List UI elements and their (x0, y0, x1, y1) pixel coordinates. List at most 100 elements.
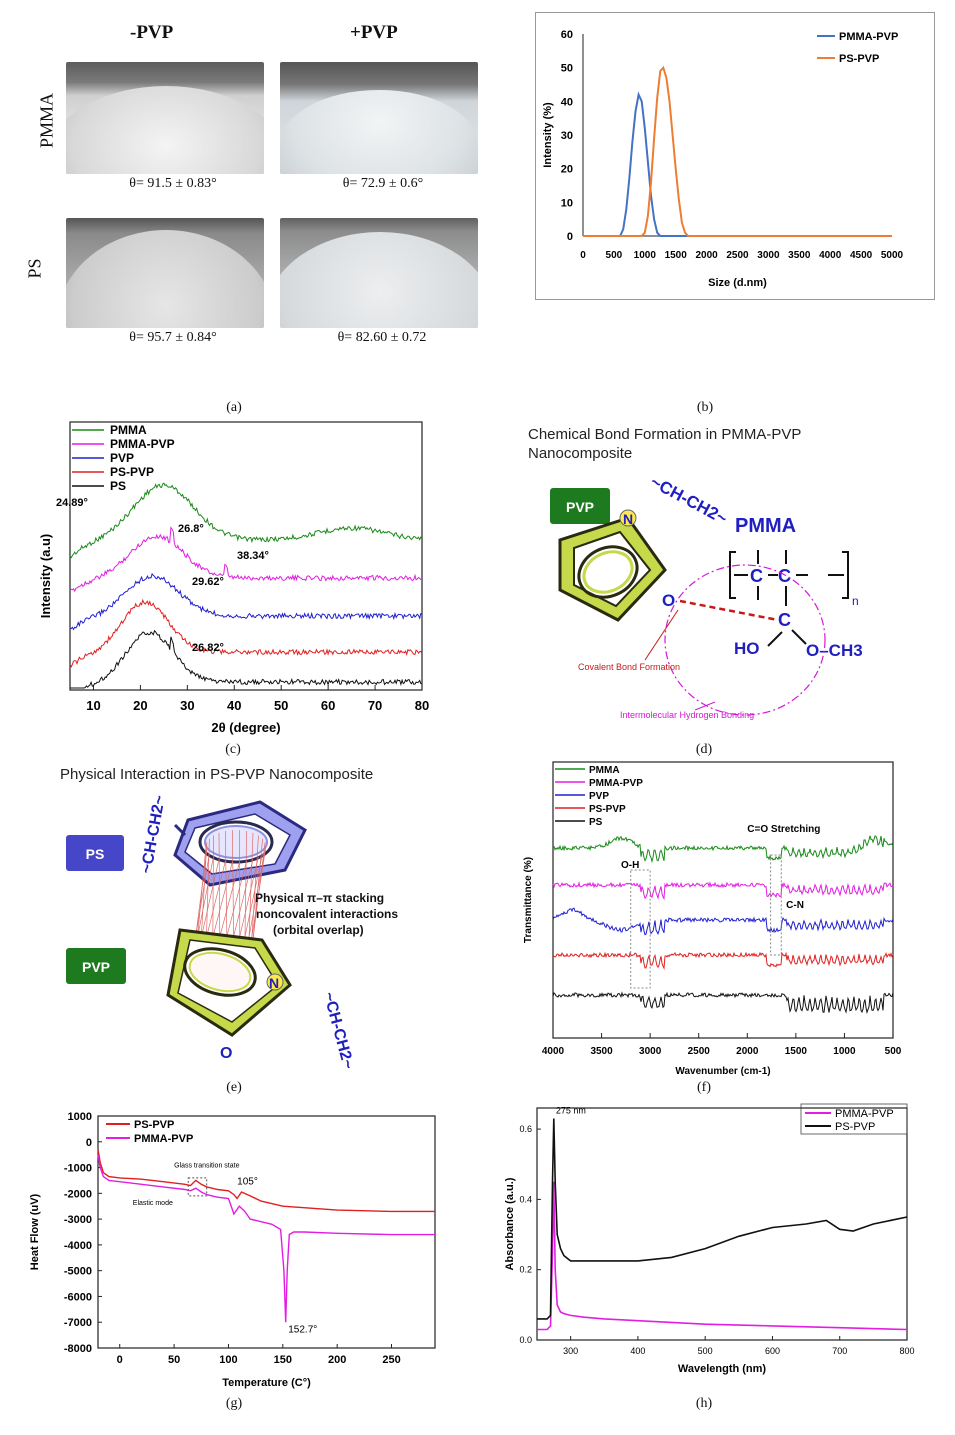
b-xtick-label: 3000 (757, 250, 780, 261)
f-series-pmma-pvp (552, 881, 893, 901)
c-series-ps (70, 629, 423, 689)
contact-angle-pmma: θ= 91.5 ± 0.83° (129, 176, 217, 191)
stacking-note-line2: noncovalent interactions (256, 907, 398, 921)
g-legend-label: PS-PVP (134, 1119, 174, 1131)
chart-c: 10 20 30 40 50 60 70 80 2θ (degree) Intensity (a.… (38, 421, 429, 735)
b-ytick-label: 20 (561, 164, 573, 176)
b-ytick-label: 40 (561, 96, 573, 108)
g-ytick-label: 1000 (68, 1111, 92, 1123)
b-ytick-label: 30 (561, 130, 573, 142)
b-legend-label: PMMA-PVP (839, 31, 898, 43)
c-peak-annotation: 38.34° (237, 550, 269, 562)
f-xtick-label: 2500 (688, 1046, 711, 1057)
g-plot-frame (97, 1115, 436, 1349)
pvp-badge-label: PVP (566, 499, 594, 515)
c-ylabel: Intensity (a.u) (38, 534, 53, 619)
f-xtick-label: 1000 (833, 1046, 856, 1057)
b-xtick-label: 1500 (665, 250, 688, 261)
f-co-label: C=O Stretching (747, 824, 820, 835)
f-xtick-label: 2000 (736, 1046, 759, 1057)
h-ylabel: Absorbance (a.u.) (504, 1177, 516, 1270)
f-xlabel: Wavenumber (cm-1) (675, 1066, 770, 1077)
g-ytick-label: -5000 (64, 1266, 92, 1278)
droplet-photo-pmma-pvp (280, 62, 478, 174)
f-ylabel: Transmittance (%) (523, 857, 534, 943)
pvp-badge (550, 488, 610, 524)
carbon-2: C (778, 566, 791, 586)
c-xtick-label: 20 (133, 698, 147, 713)
f-legend-label: PS-PVP (589, 804, 626, 815)
g-legend-label: PMMA-PVP (134, 1133, 193, 1145)
nitrogen-label-e: N (269, 975, 279, 991)
caption-a: (a) (226, 400, 242, 415)
c-legend-label: PMMA (110, 423, 147, 437)
chart-f: 4000 3500 3000 2500 2000 1500 1000 500 Wavenumbe… (523, 761, 902, 1077)
f-xtick-label: 3500 (590, 1046, 613, 1057)
oxygen-label: O (662, 591, 675, 610)
h-peak-label: 275 nm (556, 1105, 586, 1115)
h-xtick-label: 500 (698, 1346, 713, 1356)
g-ytick-label: -8000 (64, 1343, 92, 1355)
ho-label: HO (734, 639, 760, 658)
h-series-pmma-pvp (537, 1181, 908, 1331)
b-xtick-label: 4000 (819, 250, 842, 261)
f-legend-label: PMMA-PVP (589, 778, 643, 789)
h-xlabel: Wavelength (nm) (678, 1363, 767, 1375)
stacking-note-line1: Physical π–π stacking (255, 891, 384, 905)
carbon-1: C (750, 566, 763, 586)
h-plot-frame (536, 1107, 908, 1341)
panel-e-title: Physical Interaction in PS-PVP Nanocompo… (60, 766, 374, 783)
f-oh-box (630, 869, 651, 989)
b-xtick-label: 4500 (850, 250, 873, 261)
c-peak-annotation: 29.62° (192, 576, 224, 588)
c-xlabel: 2θ (degree) (211, 720, 280, 735)
f-xtick-label: 4000 (542, 1046, 565, 1057)
c-series-ps-pvp (69, 598, 423, 668)
row-label-pmma: PMMA (36, 92, 57, 149)
c-xtick-label: 40 (227, 698, 241, 713)
f-series-pvp (552, 907, 894, 936)
b-xtick-label: 0 (580, 250, 586, 261)
chart-b: 0 10 20 30 40 50 60 0 500 1000 1500 2000 2500 3000 350… (535, 12, 935, 300)
f-legend-label: PS (589, 817, 603, 828)
f-xtick-label: 500 (885, 1046, 902, 1057)
b-ytick-label: 10 (561, 197, 573, 209)
g-xtick-label: 100 (219, 1354, 237, 1366)
nitrogen-label: N (623, 511, 633, 527)
ps-badge (66, 835, 124, 871)
pvp-badge-e-label: PVP (82, 959, 110, 975)
col-header-minus-pvp: -PVP (130, 22, 174, 43)
c-legend-label: PS (110, 479, 126, 493)
chain-label-pvp-e: ~CH-CH2~ (320, 990, 357, 1071)
h-legend-label: PS-PVP (835, 1121, 875, 1133)
h-legend-box (800, 1103, 908, 1135)
f-xtick-label: 1500 (785, 1046, 808, 1057)
g-xtick-label: 150 (274, 1354, 292, 1366)
diagram-d: PVP N O ~CH-CH2~ PMMA C C (550, 472, 863, 720)
c-series-pmma (69, 482, 423, 559)
b-xlabel: Size (d.nm) (708, 277, 767, 289)
g-xlabel: Temperature (C°) (222, 1377, 311, 1389)
droplet-photo-ps-pvp (280, 218, 478, 328)
b-xtick-label: 3500 (788, 250, 811, 261)
c-peak-annotation: 24.89° (56, 497, 88, 509)
f-plot-frame (552, 761, 894, 1039)
g-xtick-label: 200 (328, 1354, 346, 1366)
c-peak-annotation: 26.8° (178, 523, 204, 535)
pmma-label: PMMA (735, 515, 796, 537)
f-cn-label: C-N (786, 900, 804, 911)
h-xtick-label: 300 (563, 1346, 578, 1356)
g-series-pmma-pvp (97, 1154, 435, 1323)
b-xtick-label: 500 (606, 250, 623, 261)
chain-label-d: ~CH-CH2~ (647, 472, 730, 528)
g-152-label: 152.7° (288, 1325, 317, 1336)
h-ytick-label: 0.4 (519, 1194, 532, 1204)
c-xtick-label: 70 (368, 698, 382, 713)
chart-g: 10000-1000-2000-3000-4000-5000-6000-7000… (29, 1111, 436, 1389)
caption-d: (d) (695, 742, 713, 757)
panel-d-title-line1: Chemical Bond Formation in PMMA-PVP (528, 426, 802, 443)
g-xtick-label: 250 (382, 1354, 400, 1366)
chain-label-ps: ~CH-CH2~ (138, 794, 168, 875)
c-xtick-label: 10 (86, 698, 100, 713)
f-series-ps-pvp (552, 951, 894, 971)
